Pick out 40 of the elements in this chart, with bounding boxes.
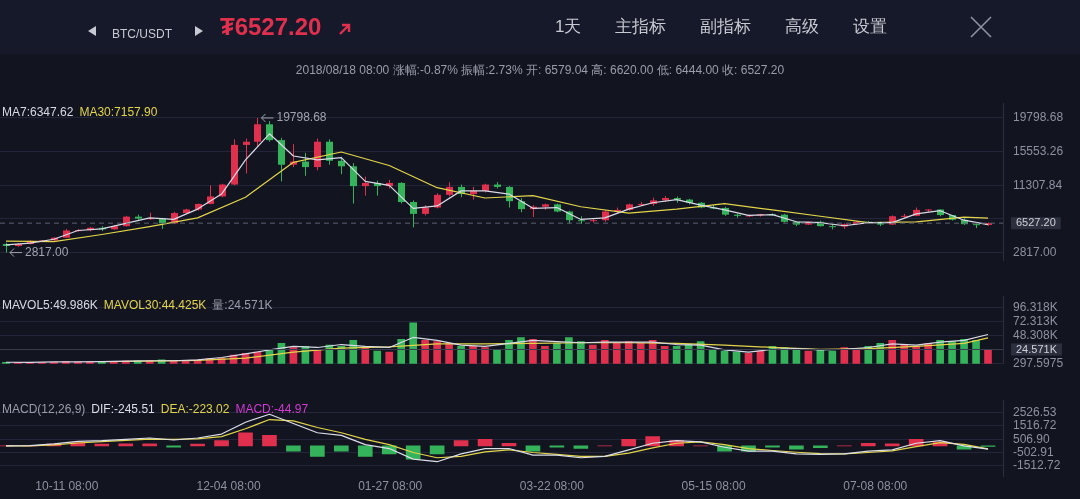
text: 1天 <box>555 16 582 38</box>
text: 主指标 <box>615 16 667 38</box>
x-tick-label: 10-11 08:00 <box>35 479 99 494</box>
y-tick-label: 48.308K <box>1013 327 1058 342</box>
annotation: 量:24.571K <box>212 297 273 312</box>
text: MA7:6347.62 <box>2 104 74 119</box>
annotation: MACD(12,26,9) <box>2 401 86 416</box>
text: MA30:7157.90 <box>79 104 158 119</box>
x-tick-label: 05-15 08:00 <box>681 479 746 494</box>
x-tick-label: 07-08 08:00 <box>843 479 908 494</box>
text: 高级 <box>785 16 820 38</box>
ref-line-label: 6527.20 <box>1016 216 1056 229</box>
text: MAVOL30:44.425K <box>103 297 207 312</box>
series-label: DIF:-245.51 <box>91 401 156 416</box>
text: 2018/08/18 08:00 涨幅:-0.87% 振幅:2.73% 开: 6579.04 高: 6620.00 低: 6444.00 收: 6527.20 <box>294 62 786 79</box>
y-tick-label: 506.90 <box>1013 431 1051 446</box>
y-tick-label: -1512.72 <box>1013 458 1061 473</box>
x-tick-label: 03-22 08:00 <box>519 479 585 494</box>
text: BTC/USDT <box>112 27 172 41</box>
y-tick-label: 19798.68 <box>1013 110 1064 125</box>
y-tick-label: 1516.72 <box>1013 418 1057 433</box>
y-tick-label: 15553.26 <box>1013 143 1064 158</box>
y-tick-label: 96.318K <box>1013 299 1058 314</box>
y-tick-label: -502.91 <box>1013 444 1055 459</box>
ref-line-label: 24.571K <box>1016 342 1058 355</box>
y-tick-label: 2817.00 <box>1013 244 1057 259</box>
text: MAVOL5:49.986K <box>2 297 98 312</box>
y-tick-label: 11307.84 <box>1013 177 1063 192</box>
text: 设置 <box>853 16 888 38</box>
text: ₮6527.20 <box>220 13 322 41</box>
text: 副指标 <box>700 16 752 38</box>
y-tick-label: 297.5975 <box>1013 356 1064 371</box>
annotation: 2817.00 <box>24 244 69 259</box>
annotation: 19798.68 <box>276 110 327 125</box>
x-tick-label: 01-27 08:00 <box>358 479 423 494</box>
series-label: DEA:-223.02 <box>160 401 230 416</box>
x-tick-label: 12-04 08:00 <box>196 479 261 494</box>
annotation: MACD:-44.97 <box>235 401 309 416</box>
y-tick-label: 2526.53 <box>1013 404 1057 419</box>
y-tick-label: 72.313K <box>1013 313 1058 328</box>
